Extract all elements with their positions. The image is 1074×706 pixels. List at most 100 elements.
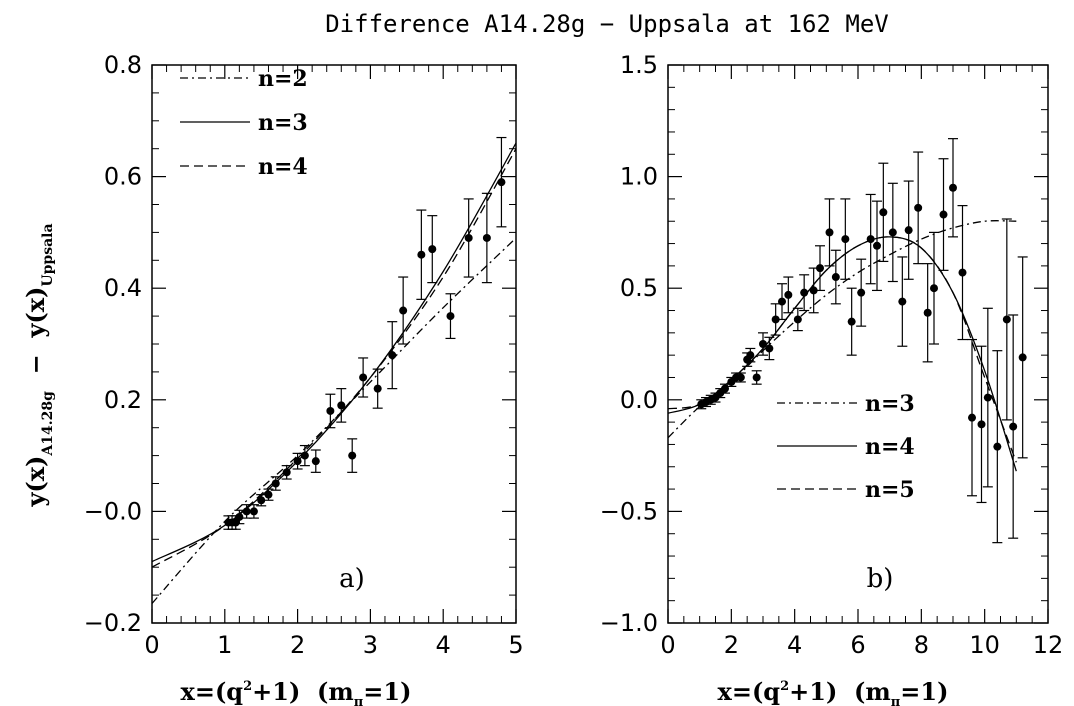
data-point — [235, 512, 244, 521]
data-point — [778, 297, 786, 306]
data-point — [311, 457, 320, 466]
legend-label-n=3: n=3 — [865, 391, 915, 417]
y-axis-label-sub1: A14.28g — [40, 391, 56, 457]
data-point — [816, 264, 824, 273]
data-point — [914, 203, 923, 212]
data-point — [784, 290, 793, 299]
fit-curve-n=4 — [151, 148, 517, 568]
data-point — [765, 344, 774, 353]
data-point — [771, 315, 780, 324]
data-point — [446, 312, 455, 321]
fit-curve-n=3 — [667, 220, 1017, 439]
data-point — [337, 401, 346, 410]
panel-b: x=(q2+1) (mπ=1) 0 2 4 6 8 10 12 −1.0 −0.5 0.0 0.5 1… — [600, 51, 1064, 706]
y-tick-label: 0.2 — [104, 386, 142, 414]
data-point — [752, 373, 761, 382]
y-tick-label: 1.0 — [620, 163, 658, 191]
data-point — [923, 308, 932, 317]
y-tick-label: −0.2 — [84, 609, 142, 637]
data-point — [746, 351, 755, 360]
data-point — [300, 451, 309, 460]
data-point — [497, 178, 506, 187]
data-point — [399, 306, 408, 315]
data-point — [800, 288, 809, 297]
y-tick-label: −0.5 — [600, 497, 658, 525]
panel-a: x=(q2+1) (mπ=1) 0 1 2 3 4 5 −0.2 −0.0 0.2 0.4 0.6 0… — [84, 51, 524, 706]
y-tick-label: 0.5 — [620, 274, 658, 302]
data-point — [242, 507, 251, 516]
x-tick-label: 6 — [850, 631, 865, 659]
x-axis-label-b: x=(q2+1) (mπ=1) — [718, 677, 949, 706]
y-tick-label: 0.4 — [104, 274, 142, 302]
data-point — [898, 297, 907, 306]
figure-title: Difference A14.28g − Uppsala at 162 MeV — [325, 10, 889, 38]
data-point — [879, 208, 888, 217]
x-tick-label: 3 — [363, 631, 378, 659]
plot-frame — [151, 64, 517, 624]
y-tick-label: −1.0 — [600, 609, 658, 637]
data-point — [428, 245, 437, 254]
legend-label-n=3: n=3 — [258, 110, 308, 136]
y-axis-label-mid: − y(x) — [21, 287, 50, 392]
data-point — [359, 373, 368, 382]
data-point — [949, 183, 957, 192]
data-point — [793, 315, 802, 324]
data-point — [326, 406, 335, 415]
data-point — [977, 420, 986, 429]
y-tick-label: −0.0 — [84, 497, 142, 525]
data-point — [282, 468, 291, 477]
x-tick-label: 5 — [508, 631, 523, 659]
data-point — [939, 210, 948, 219]
data-point — [930, 284, 938, 293]
data-point — [809, 286, 818, 295]
x-tick-label: 8 — [914, 631, 929, 659]
data-point — [968, 413, 976, 422]
x-tick-label: 4 — [436, 631, 451, 659]
data-point — [1002, 315, 1011, 324]
x-tick-label: 0 — [660, 631, 675, 659]
legend-label-n=2: n=2 — [258, 66, 308, 92]
y-tick-label: 0.8 — [104, 51, 142, 79]
data-point — [857, 288, 866, 297]
data-point — [904, 226, 913, 235]
plot-frame — [667, 64, 1049, 624]
data-point — [1018, 353, 1027, 362]
y-axis-label: y(x)A14.28g − y(x)Uppsala — [21, 223, 56, 507]
x-tick-label: 2 — [724, 631, 739, 659]
x-tick-label: 2 — [290, 631, 305, 659]
y-axis-label-sub2: Uppsala — [40, 223, 56, 286]
data-point — [257, 496, 266, 505]
fit-curve-n=3 — [151, 142, 517, 563]
data-point — [348, 451, 357, 460]
x-axis-label-a: x=(q2+1) (mπ=1) — [181, 677, 412, 706]
data-point — [373, 384, 382, 393]
x-tick-label: 12 — [1033, 631, 1064, 659]
legend-label-n=4: n=4 — [258, 154, 308, 180]
x-tick-label: 10 — [969, 631, 1000, 659]
data-point — [271, 479, 280, 488]
data-point — [847, 317, 856, 326]
data-point — [866, 235, 875, 244]
data-point — [958, 268, 967, 277]
data-point — [841, 235, 850, 244]
panel-tag: a) — [339, 564, 365, 594]
data-point — [249, 507, 258, 516]
data-point — [264, 490, 273, 499]
fit-curve-n=2 — [151, 237, 517, 604]
data-point — [482, 233, 491, 242]
data-point — [293, 457, 302, 466]
data-point — [888, 228, 897, 237]
data-point — [388, 351, 397, 360]
data-point — [736, 373, 745, 382]
data-point — [983, 393, 992, 402]
data-point — [825, 228, 834, 237]
legend-label-n=5: n=5 — [865, 477, 915, 503]
panel-tag: b) — [867, 564, 894, 594]
data-point — [759, 340, 767, 348]
x-tick-label: 1 — [217, 631, 232, 659]
data-point — [464, 233, 473, 242]
y-axis-label-main: y(x) — [21, 456, 50, 508]
y-tick-label: 1.5 — [620, 51, 658, 79]
data-point — [417, 250, 426, 259]
